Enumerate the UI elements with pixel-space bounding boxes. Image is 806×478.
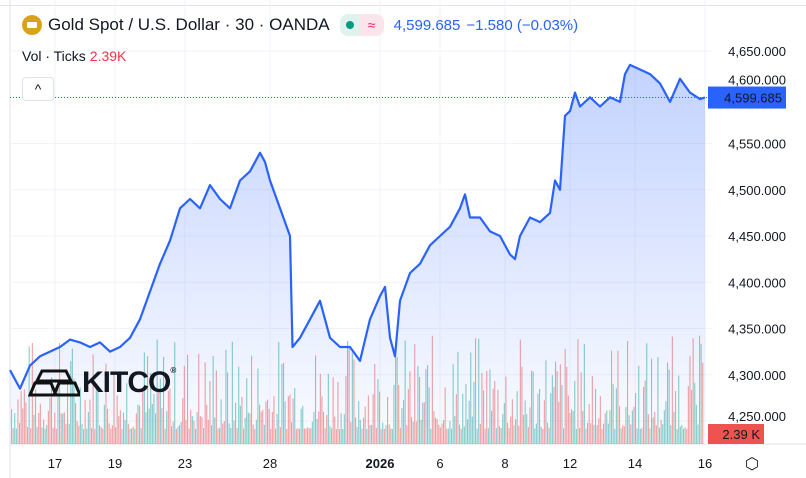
x-tick-label: 19 bbox=[108, 456, 122, 471]
gold-icon bbox=[22, 15, 42, 35]
volume-badge bbox=[708, 424, 764, 444]
market-open-icon bbox=[339, 14, 360, 36]
symbol-name[interactable]: Gold Spot / U.S. Dollar bbox=[48, 15, 220, 34]
top-border bbox=[0, 5, 806, 6]
kitco-bars-icon bbox=[28, 369, 80, 397]
x-tick-label: 17 bbox=[48, 456, 62, 471]
volume-label: Vol · Ticks bbox=[22, 48, 86, 64]
separator: · bbox=[258, 15, 265, 34]
price-change: −1.580 (−0.03%) bbox=[466, 16, 579, 34]
kitco-logo: KITCO ® bbox=[28, 366, 176, 400]
last-price-badge bbox=[708, 86, 786, 109]
volume-legend[interactable]: Vol · Ticks 2.39K bbox=[22, 48, 126, 64]
x-tick-label: 16 bbox=[698, 456, 712, 471]
x-tick-label: 2026 bbox=[366, 456, 395, 471]
price-area bbox=[10, 64, 705, 445]
x-tick-label: 14 bbox=[628, 456, 642, 471]
y-tick-label: 4,650.000 bbox=[728, 44, 786, 59]
last-price-badge-text: 4,599.685 bbox=[724, 91, 782, 106]
kitco-text: KITCO bbox=[82, 366, 171, 399]
interval: 30 bbox=[235, 15, 255, 34]
delayed-icon: ≈ bbox=[359, 14, 384, 36]
volume-badge-text: 2.39 K bbox=[722, 427, 760, 442]
y-tick-label: 4,300.000 bbox=[728, 368, 786, 383]
volume-value: 2.39K bbox=[89, 48, 127, 64]
y-tick-label: 4,500.000 bbox=[728, 183, 786, 198]
market-status[interactable]: ≈ bbox=[339, 14, 384, 36]
price-line bbox=[9, 63, 706, 390]
y-tick-label: 4,600.000 bbox=[728, 73, 786, 88]
y-tick-label: 4,250.000 bbox=[728, 409, 786, 424]
y-tick-label: 4,350.000 bbox=[728, 322, 786, 337]
y-tick-label: 4,450.000 bbox=[728, 229, 786, 244]
x-tick-label: 12 bbox=[563, 456, 577, 471]
x-tick-label: 8 bbox=[501, 456, 508, 471]
x-tick-label: 6 bbox=[436, 456, 443, 471]
y-tick-label: 4,400.000 bbox=[728, 275, 786, 290]
x-tick-label: 28 bbox=[263, 456, 277, 471]
y-tick-label: 4,550.000 bbox=[728, 137, 786, 152]
collapse-legend-button[interactable]: ^ bbox=[22, 77, 54, 101]
x-tick-label: 23 bbox=[178, 456, 192, 471]
registered-mark: ® bbox=[170, 366, 176, 375]
exchange: OANDA bbox=[269, 15, 330, 34]
symbol-legend: Gold Spot / U.S. Dollar · 30 · OANDA ≈ 4… bbox=[22, 14, 584, 36]
last-price: 4,599.685 bbox=[393, 16, 461, 34]
separator: · bbox=[224, 15, 231, 34]
settings-icon[interactable]: ⬡ bbox=[745, 456, 759, 473]
